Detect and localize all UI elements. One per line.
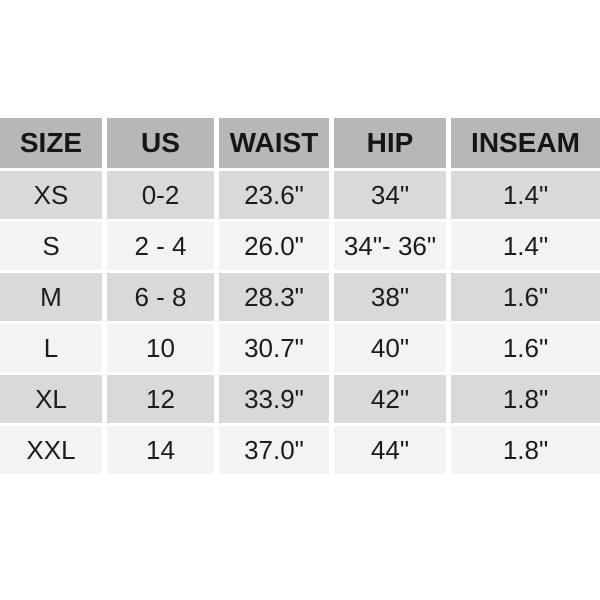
cell-xl-size: XL	[0, 375, 102, 423]
cell-s-us: 2 - 4	[107, 222, 214, 270]
cell-s-hip: 34"- 36"	[334, 222, 446, 270]
cell-xs-size: XS	[0, 171, 102, 219]
cell-m-inseam: 1.6"	[451, 273, 600, 321]
cell-s-size: S	[0, 222, 102, 270]
cell-xs-waist: 23.6"	[219, 171, 329, 219]
cell-xl-us: 12	[107, 375, 214, 423]
cell-xxl-size: XXL	[0, 426, 102, 474]
cell-s-waist: 26.0"	[219, 222, 329, 270]
cell-xs-inseam: 1.4"	[451, 171, 600, 219]
cell-l-inseam: 1.6"	[451, 324, 600, 372]
cell-xxl-us: 14	[107, 426, 214, 474]
cell-s-inseam: 1.4"	[451, 222, 600, 270]
cell-l-size: L	[0, 324, 102, 372]
cell-xs-us: 0-2	[107, 171, 214, 219]
column-header-size: SIZE	[0, 118, 102, 168]
cell-xxl-waist: 37.0"	[219, 426, 329, 474]
cell-l-us: 10	[107, 324, 214, 372]
column-header-us: US	[107, 118, 214, 168]
cell-m-size: M	[0, 273, 102, 321]
cell-m-waist: 28.3"	[219, 273, 329, 321]
size-chart-table: SIZE US WAIST HIP INSEAM XS 0-2 23.6" 34…	[0, 118, 600, 474]
cell-l-waist: 30.7"	[219, 324, 329, 372]
cell-xs-hip: 34"	[334, 171, 446, 219]
column-header-hip: HIP	[334, 118, 446, 168]
cell-xl-hip: 42"	[334, 375, 446, 423]
cell-xl-inseam: 1.8"	[451, 375, 600, 423]
cell-xxl-inseam: 1.8"	[451, 426, 600, 474]
cell-m-hip: 38"	[334, 273, 446, 321]
column-header-waist: WAIST	[219, 118, 329, 168]
cell-l-hip: 40"	[334, 324, 446, 372]
cell-xxl-hip: 44"	[334, 426, 446, 474]
cell-m-us: 6 - 8	[107, 273, 214, 321]
cell-xl-waist: 33.9"	[219, 375, 329, 423]
column-header-inseam: INSEAM	[451, 118, 600, 168]
